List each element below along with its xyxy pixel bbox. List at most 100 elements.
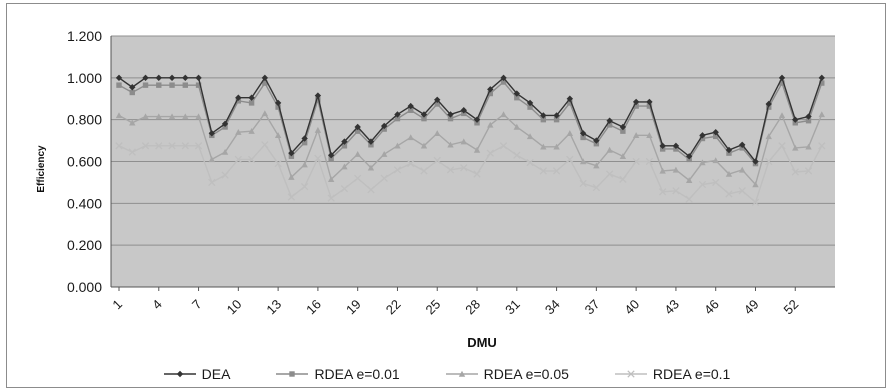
data-point [698,180,707,189]
data-point [195,82,202,88]
legend-label: DEA [201,366,231,382]
data-point [129,89,135,96]
data-point [646,132,653,139]
y-tick-label: 0.200 [67,237,102,253]
data-point [473,170,481,178]
series-rdea-e-0-1 [115,141,826,206]
data-point [712,129,719,136]
data-point [301,139,308,146]
data-point [792,144,799,151]
data-point [142,113,149,120]
x-tick-label: 31 [502,297,523,318]
data-point [394,111,401,118]
data-point [606,117,613,124]
data-point [779,80,785,86]
data-point [699,132,706,139]
data-point [115,74,123,82]
data-point [566,130,574,136]
data-point [182,113,189,120]
data-point [619,153,627,159]
y-tick-label: 0.400 [67,195,102,211]
data-point [553,143,560,150]
data-point [341,163,348,170]
data-point [420,142,428,149]
data-point [181,142,189,150]
data-point [314,154,322,163]
data-point [288,149,295,157]
data-point [420,111,428,118]
chart-svg: 0.000 0.200 0.400 0.600 0.800 1.000 1.200 1 4 7 10… [36,28,835,350]
data-point [327,152,335,159]
legend: DEA RDEA e=0.01 RDEA e=0.05 RDEA e=0.1 [7,362,887,386]
x-tick-label: 19 [343,297,364,318]
x-tick-label: 13 [263,297,284,318]
data-point [552,167,561,175]
data-point [818,142,826,150]
data-point [593,162,600,169]
data-point [182,82,189,88]
data-point [792,116,799,123]
data-point [195,74,202,82]
data-point [805,118,812,124]
data-point [221,148,229,155]
data-point [819,80,825,86]
data-point [141,142,150,150]
legend-swatch [445,370,478,377]
legend-label: RDEA e=0.1 [652,366,731,382]
data-point [460,138,467,145]
data-point [248,127,255,134]
y-tick-label: 0.600 [67,154,102,170]
legend-item: RDEA e=0.01 [276,366,400,382]
data-point [274,99,282,107]
data-point [632,98,640,106]
data-point [804,167,813,175]
data-point [751,198,760,206]
data-point [526,99,534,107]
x-tick-label: 37 [582,297,603,318]
data-point [314,126,322,133]
legend-marker [627,370,635,378]
data-point [579,179,587,188]
data-point [725,190,733,198]
data-point [447,111,454,118]
data-point [805,113,812,120]
data-point [367,138,375,145]
data-point [315,97,321,103]
legend-swatch [163,370,196,378]
data-point [235,94,242,101]
data-point [805,143,812,150]
data-point [394,115,401,122]
data-point [447,115,454,122]
data-point [408,107,414,113]
data-point [606,146,613,153]
x-tick-label: 22 [383,297,404,318]
data-point [221,120,229,128]
data-point [752,181,759,188]
data-point [791,168,799,176]
data-point [367,186,375,194]
data-point [500,111,507,118]
data-point [659,188,667,196]
legend-marker [289,371,296,377]
x-tick-label: 16 [303,297,324,318]
data-point [487,90,493,97]
data-point [208,130,216,137]
x-tick-label: 40 [621,297,642,318]
data-point [566,95,574,102]
x-axis-title: DMU [467,335,497,350]
legend-swatch [276,371,309,377]
data-point [115,112,123,119]
data-point [553,112,560,119]
data-point [659,142,666,150]
data-point [288,173,295,180]
data-point [327,176,335,182]
data-point [354,123,361,131]
legend-marker [176,370,183,378]
data-point [446,166,455,174]
data-point [287,193,296,201]
data-point [381,150,388,157]
legend-item: RDEA e=0.05 [445,366,569,382]
y-tick-label: 0.800 [67,112,102,128]
data-point [513,123,521,130]
legend-item: RDEA e=0.1 [614,366,731,382]
